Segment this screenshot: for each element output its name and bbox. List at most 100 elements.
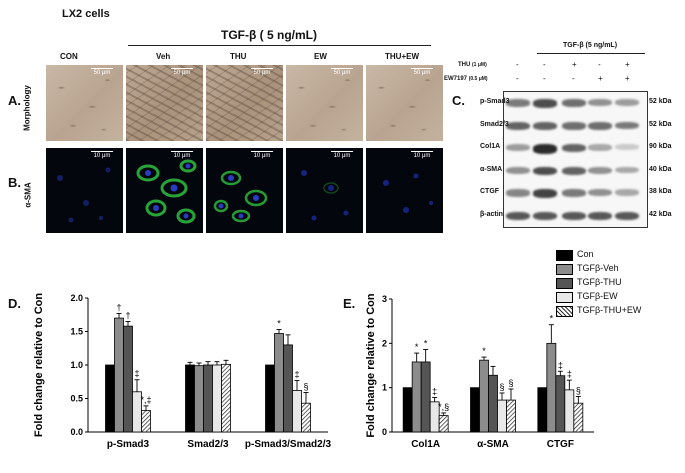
wb-mark: -	[516, 74, 519, 83]
legend-label: Con	[577, 249, 594, 259]
significance-marker: *	[277, 318, 281, 328]
wb-thu-label: THU (1 μM)	[458, 62, 487, 68]
wb-protein-label: β-actin	[480, 210, 503, 218]
y-axis-label: Fold change relative to Con	[33, 293, 45, 438]
cell-line-label: LX2 cells	[62, 8, 110, 20]
bar	[203, 364, 213, 433]
y-tick-label: 1.5	[70, 327, 83, 337]
wb-size-label: 52 kDa	[649, 98, 672, 105]
wb-size-label: 40 kDa	[649, 165, 672, 173]
treatment-bracket-line	[128, 45, 431, 46]
wb-protein-label: CTGF	[480, 188, 500, 195]
significance-marker: §	[499, 382, 504, 392]
wb-band	[533, 99, 557, 108]
wb-band	[588, 121, 612, 130]
wb-mark: -	[572, 74, 575, 83]
group-label-thu: THU	[230, 52, 247, 61]
wb-mark: +	[625, 60, 630, 69]
morphology-row-label: Morphology	[22, 85, 32, 131]
panel-c-letter: C.	[452, 93, 465, 108]
bar	[221, 363, 231, 433]
bar	[212, 364, 222, 433]
wb-band	[588, 144, 612, 151]
wb-band	[562, 144, 586, 153]
wb-band	[533, 189, 557, 198]
significance-marker: ‡	[294, 369, 299, 379]
wb-band	[506, 211, 530, 220]
wb-band	[533, 166, 557, 176]
legend-label: TGFβ-EW	[577, 291, 618, 301]
wb-size-label: 38 kDa	[649, 188, 672, 195]
wb-band	[562, 99, 586, 107]
bar	[141, 410, 151, 433]
wb-mark: -	[543, 74, 546, 83]
wb-mark: +	[598, 74, 603, 83]
fluorescence-image-thu-ew: 10 μm	[366, 148, 443, 233]
bar	[420, 361, 431, 433]
wb-protein-label: Smad2/3	[480, 120, 509, 128]
bar	[497, 399, 507, 433]
wb-band	[533, 211, 557, 220]
wb-band	[533, 144, 557, 154]
wb-band	[588, 99, 612, 107]
y-axis-label: Fold change relative to Con	[365, 293, 377, 438]
wb-mark: -	[543, 60, 546, 69]
x-tick-label: p-Smad3	[107, 439, 150, 450]
wb-size-label: 42 kDa	[649, 210, 672, 218]
legend-swatch	[556, 264, 573, 275]
y-tick-label: 2	[382, 338, 387, 348]
significance-marker: ‡	[432, 386, 437, 396]
x-tick-label: p-Smad3/Smad2/3	[245, 439, 332, 450]
significance-marker: §	[508, 378, 513, 388]
wb-size-label: 90 kDa	[649, 143, 672, 150]
panel-b-letter: B.	[8, 175, 21, 190]
wb-band	[588, 189, 612, 197]
wb-ew-label: EW7197 (0.5 μM)	[444, 76, 488, 82]
wb-band	[562, 166, 586, 175]
alpha-sma-row-label: α-SMA	[23, 182, 33, 208]
wb-band	[615, 144, 639, 150]
bar	[488, 374, 498, 433]
significance-marker: *	[424, 339, 428, 349]
bar	[301, 402, 311, 433]
significance-marker: §	[576, 386, 581, 396]
chart-e: Fold change relative to Con 0 1 2 3 Col1A α-SM…	[365, 293, 594, 450]
legend-label: TGFβ-THU+EW	[577, 305, 642, 315]
bar	[185, 364, 195, 433]
wb-mark: +	[625, 74, 630, 83]
panel-d-letter: D.	[8, 296, 21, 311]
wb-band	[615, 121, 639, 130]
wb-band	[506, 189, 530, 197]
significance-marker: ‡	[567, 369, 572, 379]
bar	[114, 317, 124, 433]
bar	[283, 344, 293, 433]
wb-band	[506, 99, 530, 107]
legend-label: TGFβ-THU	[577, 277, 622, 287]
significance-marker: †	[116, 302, 121, 312]
y-tick-label: 0	[382, 427, 387, 437]
significance-marker: *	[550, 314, 554, 324]
bar	[411, 361, 422, 433]
wb-band	[562, 211, 586, 220]
y-tick-label: 2.0	[70, 293, 83, 303]
bar	[438, 415, 449, 433]
morphology-image-veh: 50 μm	[126, 65, 203, 141]
fluorescence-image-con: 10 μm	[46, 148, 123, 233]
wb-band	[615, 166, 639, 174]
group-label-thu-ew: THU+EW	[385, 52, 419, 61]
bar	[105, 364, 115, 433]
x-tick-label: CTGF	[547, 439, 574, 450]
x-tick-label: Smad2/3	[187, 439, 229, 450]
x-tick-label: α-SMA	[477, 439, 509, 450]
wb-mark: +	[572, 60, 577, 69]
y-tick-label: 1	[382, 383, 387, 393]
fluorescence-image-ew: 10 μm	[286, 148, 363, 233]
bar	[470, 387, 480, 433]
bar	[123, 325, 133, 433]
chart-d: Fold change relative to Con 0.0 0.5 1.0 1.5 2…	[33, 293, 332, 450]
wb-band	[506, 166, 530, 174]
morphology-image-thu-ew: 50 μm	[366, 65, 443, 141]
significance-marker: *,‡	[140, 395, 151, 405]
y-tick-label: 0.5	[70, 394, 83, 404]
significance-marker: *	[482, 346, 486, 356]
